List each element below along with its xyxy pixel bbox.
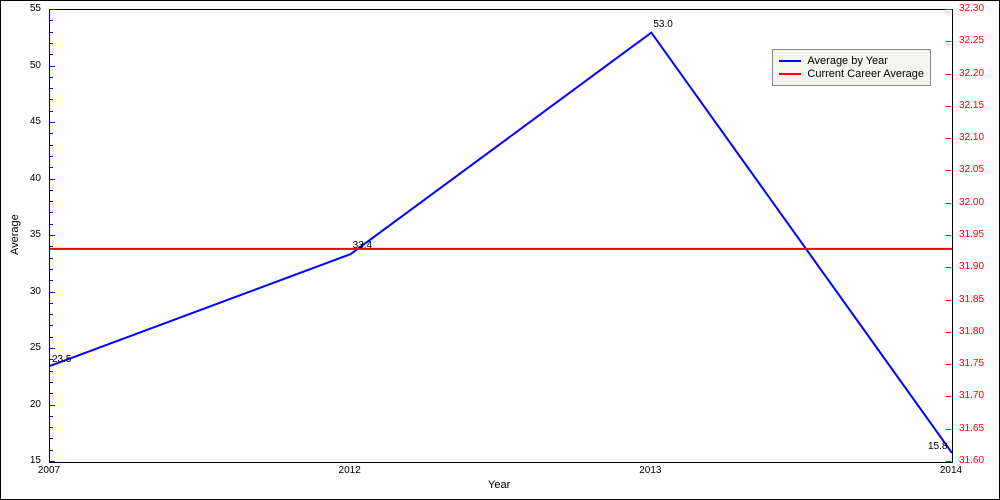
y-right-tick-label: 32.30 bbox=[959, 3, 999, 14]
y-left-tick-label: 40 bbox=[11, 173, 41, 184]
y-left-minor-tick bbox=[50, 258, 53, 259]
y-left-tick bbox=[50, 179, 55, 180]
y-left-tick bbox=[50, 405, 55, 406]
legend-swatch bbox=[779, 60, 801, 62]
y-left-minor-tick bbox=[50, 20, 53, 21]
y-right-tick bbox=[946, 41, 951, 42]
y-left-minor-tick bbox=[50, 359, 53, 360]
y-left-tick-label: 55 bbox=[11, 3, 41, 14]
y-left-tick-label: 25 bbox=[11, 342, 41, 353]
y-right-tick-label: 32.20 bbox=[959, 68, 999, 79]
y-left-minor-tick bbox=[50, 167, 53, 168]
y-right-tick bbox=[946, 396, 951, 397]
y-left-minor-tick bbox=[50, 99, 53, 100]
y-right-tick bbox=[946, 429, 951, 430]
y-left-tick bbox=[50, 9, 55, 10]
y-left-minor-tick bbox=[50, 88, 53, 89]
y-left-tick bbox=[50, 461, 55, 462]
legend-label: Current Career Average bbox=[807, 68, 924, 80]
y-right-tick bbox=[946, 332, 951, 333]
y-left-minor-tick bbox=[50, 145, 53, 146]
chart-frame: 23.5 33.4 53.0 15.8 Average by YearCurrent … bbox=[0, 0, 1000, 500]
y-left-minor-tick bbox=[50, 450, 53, 451]
y-left-minor-tick bbox=[50, 246, 53, 247]
y-left-tick bbox=[50, 122, 55, 123]
y-right-tick-label: 31.90 bbox=[959, 261, 999, 272]
y-left-minor-tick bbox=[50, 393, 53, 394]
y-right-tick-label: 32.05 bbox=[959, 164, 999, 175]
x-axis-title: Year bbox=[488, 479, 510, 491]
y-right-tick-label: 32.25 bbox=[959, 35, 999, 46]
y-left-tick-label: 50 bbox=[11, 60, 41, 71]
y-left-minor-tick bbox=[50, 43, 53, 44]
y-left-minor-tick bbox=[50, 303, 53, 304]
data-point-label: 33.4 bbox=[353, 240, 372, 251]
y-left-minor-tick bbox=[50, 111, 53, 112]
y-right-tick-label: 31.70 bbox=[959, 390, 999, 401]
legend-label: Average by Year bbox=[807, 55, 888, 67]
y-left-tick-label: 35 bbox=[11, 229, 41, 240]
y-right-tick-label: 32.00 bbox=[959, 197, 999, 208]
y-left-minor-tick bbox=[50, 416, 53, 417]
y-left-minor-tick bbox=[50, 156, 53, 157]
y-right-tick bbox=[946, 106, 951, 107]
y-left-minor-tick bbox=[50, 337, 53, 338]
y-right-tick bbox=[946, 170, 951, 171]
y-left-minor-tick bbox=[50, 371, 53, 372]
y-left-minor-tick bbox=[50, 269, 53, 270]
y-right-tick-label: 32.10 bbox=[959, 132, 999, 143]
y-left-tick-label: 45 bbox=[11, 116, 41, 127]
y-right-tick bbox=[946, 267, 951, 268]
y-right-tick bbox=[946, 364, 951, 365]
x-tick-label: 2012 bbox=[330, 465, 370, 476]
average-by-year-line bbox=[50, 33, 952, 453]
y-right-tick bbox=[946, 461, 951, 462]
y-left-tick-label: 30 bbox=[11, 286, 41, 297]
y-right-tick bbox=[946, 300, 951, 301]
x-tick-label: 2014 bbox=[931, 465, 971, 476]
legend-swatch bbox=[779, 73, 801, 75]
legend-item: Current Career Average bbox=[779, 68, 924, 80]
y-left-tick-label: 20 bbox=[11, 399, 41, 410]
y-left-minor-tick bbox=[50, 212, 53, 213]
y-right-tick bbox=[946, 235, 951, 236]
y-left-minor-tick bbox=[50, 190, 53, 191]
data-point-label: 53.0 bbox=[653, 19, 672, 30]
y-left-minor-tick bbox=[50, 427, 53, 428]
y-left-minor-tick bbox=[50, 224, 53, 225]
y-left-tick bbox=[50, 348, 55, 349]
y-left-minor-tick bbox=[50, 382, 53, 383]
y-right-tick bbox=[946, 9, 951, 10]
y-right-tick-label: 32.15 bbox=[959, 100, 999, 111]
y-left-minor-tick bbox=[50, 54, 53, 55]
y-left-minor-tick bbox=[50, 280, 53, 281]
y-right-tick-label: 31.75 bbox=[959, 358, 999, 369]
y-left-minor-tick bbox=[50, 325, 53, 326]
y-left-minor-tick bbox=[50, 314, 53, 315]
x-tick-label: 2007 bbox=[29, 465, 69, 476]
y-right-tick bbox=[946, 74, 951, 75]
y-left-tick bbox=[50, 235, 55, 236]
y-right-tick-label: 31.65 bbox=[959, 423, 999, 434]
x-tick-label: 2013 bbox=[630, 465, 670, 476]
data-point-label: 23.5 bbox=[52, 354, 71, 365]
y-right-tick-label: 31.85 bbox=[959, 294, 999, 305]
y-left-tick bbox=[50, 292, 55, 293]
y-right-tick bbox=[946, 138, 951, 139]
legend-item: Average by Year bbox=[779, 55, 924, 67]
y-left-minor-tick bbox=[50, 438, 53, 439]
data-point-label: 15.8 bbox=[928, 441, 947, 452]
y-left-minor-tick bbox=[50, 201, 53, 202]
y-right-tick bbox=[946, 203, 951, 204]
legend: Average by YearCurrent Career Average bbox=[772, 49, 931, 86]
y-left-tick bbox=[50, 66, 55, 67]
y-left-minor-tick bbox=[50, 77, 53, 78]
y-left-minor-tick bbox=[50, 133, 53, 134]
y-right-tick-label: 31.95 bbox=[959, 229, 999, 240]
y-right-tick-label: 31.80 bbox=[959, 326, 999, 337]
y-left-minor-tick bbox=[50, 32, 53, 33]
